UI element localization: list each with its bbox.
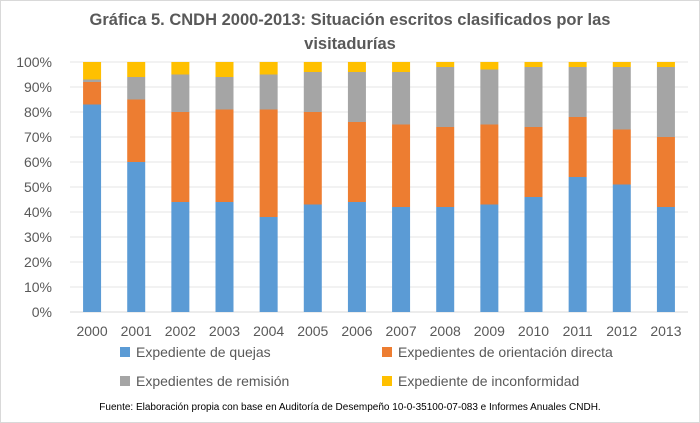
bar-segment [83, 79, 102, 82]
x-tick-label: 2012 [606, 323, 637, 339]
bar-segment [171, 62, 190, 75]
y-tick-label: 70% [24, 129, 52, 145]
x-tick-label: 2007 [385, 323, 416, 339]
x-tick-label: 2005 [297, 323, 328, 339]
x-tick-label: 2011 [563, 323, 593, 339]
legend-label: Expedientes de orientación directa [398, 344, 613, 360]
bar-segment [83, 62, 102, 80]
bar-segment [480, 124, 499, 205]
bar-segment [392, 207, 411, 312]
bar-segment [215, 109, 234, 202]
bar-segment [259, 62, 278, 75]
legend-label: Expediente de quejas [136, 344, 271, 360]
bar-segment [171, 202, 190, 312]
bar-segment [259, 217, 278, 312]
bar-segment [480, 204, 499, 312]
y-tick-label: 50% [24, 179, 52, 195]
bar-segment [171, 112, 190, 202]
bar-segment [568, 117, 587, 177]
bar-segment [656, 207, 675, 312]
bar-segment [436, 207, 455, 312]
y-tick-label: 90% [24, 79, 52, 95]
bar-segment [656, 137, 675, 207]
bar-segment [127, 162, 146, 312]
bar-segment [480, 62, 499, 70]
bar-segment [303, 62, 322, 72]
y-tick-label: 40% [24, 204, 52, 220]
legend-swatch [382, 347, 392, 357]
x-tick-label: 2003 [209, 323, 240, 339]
chart-title: Gráfica 5. CNDH 2000-2013: Situación esc… [0, 8, 700, 56]
chart-title-line1: Gráfica 5. CNDH 2000-2013: Situación esc… [89, 11, 611, 29]
y-tick-label: 30% [24, 229, 52, 245]
bar-segment [524, 62, 543, 67]
bar-segment [392, 72, 411, 125]
bar-segment [303, 72, 322, 112]
x-tick-label: 2000 [76, 323, 107, 339]
bar-segment [568, 62, 587, 67]
legend-swatch [120, 376, 130, 386]
bar-segment [612, 129, 631, 185]
bar-segment [612, 67, 631, 130]
bar-segment [347, 62, 366, 72]
x-tick-label: 2006 [341, 323, 372, 339]
x-tick-label: 2008 [430, 323, 461, 339]
bar-segment [524, 67, 543, 127]
bar-segment [436, 62, 455, 67]
bar-segment [215, 62, 234, 77]
bar-segment [127, 77, 146, 100]
chart-title-line2: visitadurías [304, 35, 396, 53]
bar-segment [83, 104, 102, 312]
bar-segment [215, 77, 234, 110]
bar-segment [127, 99, 146, 162]
legend-swatch [382, 376, 392, 386]
bar-segment [612, 184, 631, 312]
source-note: Fuente: Elaboración propia con base en A… [99, 402, 601, 413]
bar-segment [568, 67, 587, 117]
legend-label: Expediente de inconformidad [398, 373, 579, 389]
bar-segment [436, 67, 455, 127]
bar-segment [347, 72, 366, 122]
bar-segment [83, 82, 102, 105]
bar-segment [127, 62, 146, 77]
legend-swatch [120, 347, 130, 357]
bar-segment [303, 204, 322, 312]
bar-segment [259, 74, 278, 110]
bar-segment [656, 67, 675, 137]
x-tick-label: 2010 [518, 323, 549, 339]
legend-label: Expedientes de remisión [136, 373, 289, 389]
x-tick-label: 2001 [121, 323, 152, 339]
x-tick-label: 2009 [474, 323, 505, 339]
bar-segment [215, 202, 234, 312]
bar-segment [436, 127, 455, 207]
bar-segment [612, 62, 631, 67]
bar-segment [568, 177, 587, 312]
bar-segment [392, 124, 411, 207]
y-tick-label: 20% [24, 254, 52, 270]
x-tick-label: 2013 [650, 323, 681, 339]
bar-segment [392, 62, 411, 72]
bar-segment [171, 74, 190, 112]
bar-segment [303, 112, 322, 205]
y-tick-label: 0% [32, 304, 52, 320]
x-tick-label: 2004 [253, 323, 284, 339]
bar-segment [347, 122, 366, 202]
bar-segment [656, 62, 675, 67]
bar-segment [524, 197, 543, 312]
bar-segment [524, 127, 543, 197]
x-tick-label: 2002 [165, 323, 196, 339]
bar-segment [480, 69, 499, 125]
y-tick-label: 100% [16, 54, 52, 70]
bar-segment [259, 109, 278, 217]
bar-segment [347, 202, 366, 312]
y-tick-label: 80% [24, 104, 52, 120]
y-tick-label: 60% [24, 154, 52, 170]
y-tick-label: 10% [24, 279, 52, 295]
